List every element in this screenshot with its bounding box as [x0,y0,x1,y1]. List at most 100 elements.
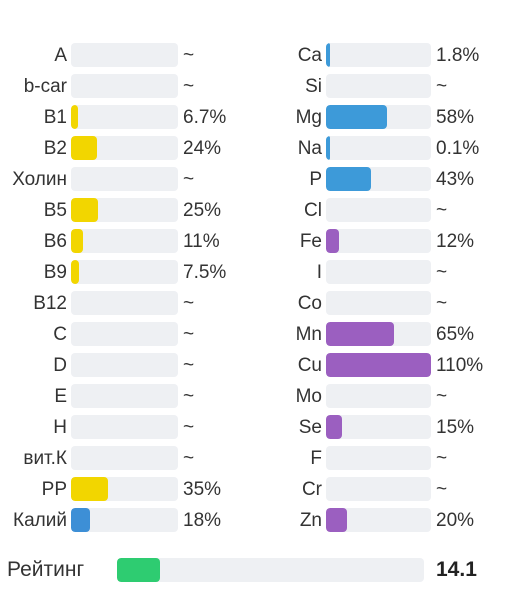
nutrient-value: ~ [183,355,195,376]
nutrient-bar-fill [71,198,98,222]
nutrient-value: 11% [183,231,220,252]
nutrient-bar-track [71,105,178,129]
nutrient-bar-fill [71,477,109,501]
nutrient-label: C [53,324,67,345]
nutrient-bar-track [71,291,178,315]
nutrient-value: ~ [183,45,195,66]
nutrient-bar-fill [71,229,83,253]
nutrient-label: Co [297,293,322,314]
nutrient-label: Zn [299,510,322,531]
nutrient-row-калий: Калий 18% [0,505,250,536]
nutrient-row-d: D ~ [0,350,250,381]
nutrient-bar-fill [71,260,80,284]
nutrient-bar-track [71,260,178,284]
nutrient-value: ~ [436,200,448,221]
nutrient-label: Mg [295,107,322,128]
nutrient-row-pp: PP 35% [0,474,250,505]
nutrient-value: ~ [183,417,195,438]
nutrient-row-cr: Cr ~ [270,474,515,505]
nutrient-value: ~ [183,324,195,345]
nutrient-label: Na [297,138,322,159]
nutrient-label: Cl [304,200,322,221]
nutrient-value: 1.8% [436,45,480,66]
nutrient-row-p: P 43% [270,164,515,195]
nutrient-label: Si [305,76,322,97]
nutrient-value: ~ [183,293,195,314]
nutrient-label: Cu [297,355,322,376]
nutrient-bar-fill [326,167,372,191]
nutrient-bar-track [71,415,178,439]
nutrient-label: Mn [295,324,322,345]
nutrient-bar-fill [326,322,395,346]
nutrient-bar-track [326,260,431,284]
nutrient-label: B6 [43,231,67,252]
nutrient-label: A [54,45,67,66]
nutrient-bar-fill [326,136,330,160]
nutrient-row-b6: B6 11% [0,226,250,257]
nutrient-label: вит.К [23,448,67,469]
nutrient-label: I [316,262,322,283]
nutrient-label: B12 [33,293,67,314]
nutrient-value: ~ [436,76,448,97]
nutrient-value: ~ [436,448,448,469]
nutrient-row-mo: Mo ~ [270,381,515,412]
nutrient-value: 110% [436,355,484,376]
nutrient-value: ~ [436,293,448,314]
nutrient-value: 58% [436,107,475,128]
nutrient-row-cl: Cl ~ [270,195,515,226]
nutrient-bar-fill [326,353,431,377]
nutrient-bar-track [71,384,178,408]
nutrient-value: ~ [183,76,195,97]
nutrient-label: B9 [43,262,67,283]
nutrient-value: 43% [436,169,475,190]
nutrient-label: Fe [299,231,322,252]
nutrient-value: 7.5% [183,262,227,283]
nutrient-bar-track [71,477,178,501]
nutrient-row-se: Se 15% [270,412,515,443]
nutrient-label: PP [41,479,67,500]
minerals-column: Ca 1.8% Si ~ Mg 58% Na 0.1% P 43% Cl ~ Fe 12% I ~ Co ~ Mn 6… [270,40,515,536]
nutrient-row-c: C ~ [0,319,250,350]
nutrient-row-b-car: b-car ~ [0,71,250,102]
nutrient-bar-track [326,477,431,501]
nutrient-row-fe: Fe 12% [270,226,515,257]
nutrient-label: B2 [43,138,67,159]
nutrient-label: B1 [43,107,67,128]
nutrient-row-e: E ~ [0,381,250,412]
nutrient-bar-track [71,43,178,67]
nutrient-row-i: I ~ [270,257,515,288]
nutrient-bar-fill [71,508,91,532]
nutrient-bar-track [71,198,178,222]
nutrient-row-mn: Mn 65% [270,319,515,350]
nutrient-bar-track [326,43,431,67]
vitamins-column: A ~ b-car ~ B1 6.7% B2 24% Холин ~ B5 25% B6 11% B9 7.5… [0,40,250,536]
nutrient-row-na: Na 0.1% [270,133,515,164]
nutrient-bar-fill [326,508,347,532]
nutrient-bar-track [326,415,431,439]
nutrient-bar-track [326,508,431,532]
nutrient-bar-track [326,198,431,222]
nutrient-bar-track [326,446,431,470]
nutrient-bar-fill [326,415,342,439]
nutrient-label: b-car [23,76,67,97]
nutrient-row-холин: Холин ~ [0,164,250,195]
nutrient-label: B5 [43,200,67,221]
nutrient-row-вит-к: вит.К ~ [0,443,250,474]
nutrient-value: ~ [183,386,195,407]
nutrient-value: ~ [436,386,448,407]
nutrient-bar-fill [71,105,79,129]
nutrient-bar-fill [326,229,339,253]
nutrient-bar-track [71,508,178,532]
nutrient-value: ~ [183,169,195,190]
nutrient-bar-track [71,446,178,470]
nutrient-row-b12: B12 ~ [0,288,250,319]
nutrient-bar-track [71,322,178,346]
nutrient-value: ~ [436,262,448,283]
nutrient-value: 24% [183,138,222,159]
nutrient-label: F [310,448,322,469]
nutrient-row-b1: B1 6.7% [0,102,250,133]
nutrient-value: 25% [183,200,222,221]
nutrient-label: H [53,417,67,438]
rating-bar-fill [117,558,160,582]
nutrient-bar-track [71,353,178,377]
